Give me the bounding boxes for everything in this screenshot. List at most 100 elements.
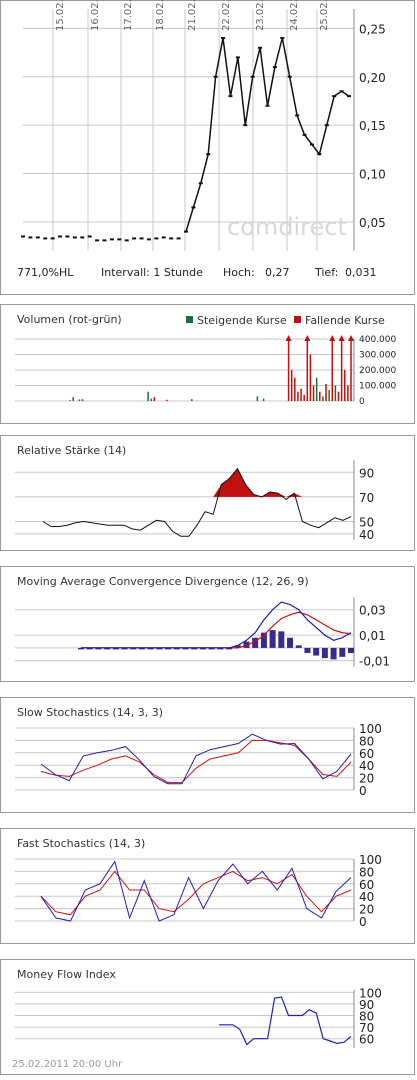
macd-signal-line <box>81 611 352 649</box>
y-tick-label: 300.000 <box>359 351 396 361</box>
macd-histogram-bar <box>86 647 93 650</box>
x-tick-label: 25.02. <box>319 0 330 31</box>
price-panel: 15.02. 16.02. 17.02. 18.02. 21.02. 22.02. 23.0… <box>0 0 415 295</box>
x-tick-label: 15.02. <box>55 0 66 31</box>
x-tick-label: 24.02. <box>289 0 300 31</box>
change-percent: 771,0%HL <box>17 266 74 279</box>
macd-histogram-bar <box>78 647 84 650</box>
fast-stoch-d-line <box>40 870 352 916</box>
macd-histogram-bar <box>138 647 145 650</box>
y-tick-label: 0,01 <box>359 629 386 643</box>
y-tick-label: 80 <box>359 734 374 748</box>
macd-histogram-bar <box>226 647 233 650</box>
x-tick-label: 17.02. <box>123 0 134 31</box>
macd-histogram-bar <box>287 637 294 648</box>
y-tick-label: 0,03 <box>359 604 386 618</box>
y-tick-label: 80 <box>359 865 374 879</box>
macd-line <box>81 601 352 649</box>
macd-histogram-bar <box>130 647 137 650</box>
y-tick-label: 0,15 <box>359 119 386 133</box>
macd-histogram-bar <box>217 647 224 650</box>
y-tick-label: 0 <box>359 915 367 929</box>
legend-falling-label: Fallende Kurse <box>305 314 385 327</box>
y-tick-label: 0 <box>359 784 367 798</box>
macd-chart: 0,03 0,01 -0,01 <box>15 597 390 669</box>
macd-histogram-bar <box>313 647 320 656</box>
macd-histogram-bar <box>191 647 198 650</box>
interval-label[interactable]: Intervall: 1 Stunde <box>101 266 203 279</box>
volume-chart: 400.000 300.000 200.000 100.000 0 <box>15 335 396 407</box>
y-tick-label: 40 <box>359 890 374 904</box>
rsi-title: Relative Stärke (14) <box>17 444 127 457</box>
macd-histogram-bar <box>330 647 337 660</box>
low-label: Tief: <box>315 266 339 279</box>
macd-histogram-bar <box>278 631 285 648</box>
timestamp: 25.02.2011 20:00 Uhr <box>12 1059 123 1070</box>
macd-histogram-bar <box>199 647 206 650</box>
legend-rising-swatch <box>186 316 193 323</box>
y-tick-label: 40 <box>359 759 374 773</box>
x-tick-label: 23.02. <box>255 0 266 31</box>
macd-histogram-bar <box>121 647 128 650</box>
macd-histogram-bar <box>147 647 154 650</box>
y-tick-label: 60 <box>359 878 374 892</box>
y-tick-label: 70 <box>359 1021 374 1035</box>
high-label: Hoch: <box>223 266 255 279</box>
slow-stoch-k-line <box>40 733 352 785</box>
volume-overflow-arrow <box>304 335 311 341</box>
legend-rising-label: Steigende Kurse <box>197 314 287 327</box>
y-tick-label: 100 <box>359 722 382 736</box>
y-tick-label: 0 <box>359 397 365 407</box>
y-tick-label: 80 <box>359 1010 374 1024</box>
y-tick-label: 20 <box>359 903 374 917</box>
y-tick-label: 20 <box>359 772 374 786</box>
x-tick-label: 21.02. <box>187 0 198 31</box>
y-tick-label: 100 <box>359 853 382 867</box>
volume-overflow-arrow <box>338 335 345 341</box>
macd-histogram-bar <box>156 647 163 650</box>
macd-panel: Moving Average Convergence Divergence (1… <box>0 566 415 682</box>
slow-stoch-d-line <box>40 739 352 784</box>
macd-histogram-bar <box>252 637 259 648</box>
y-tick-label: -0,01 <box>359 655 390 669</box>
y-tick-label: 60 <box>359 1033 374 1047</box>
x-tick-label: 22.02. <box>221 0 232 31</box>
y-tick-label: 200.000 <box>359 366 396 376</box>
macd-histogram-bar <box>295 645 302 648</box>
macd-title: Moving Average Convergence Divergence (1… <box>17 575 309 588</box>
rsi-line <box>42 467 352 537</box>
mfi-panel: Money Flow Index 100 90 80 70 60 <box>0 959 415 1075</box>
legend-falling: Fallende Kurse <box>294 314 385 327</box>
rsi-panel: Relative Stärke (14) 90 70 50 40 <box>0 435 415 551</box>
watermark: comdirect <box>227 213 347 241</box>
macd-histogram-bar <box>234 645 241 648</box>
y-tick-label: 100.000 <box>359 382 396 392</box>
macd-histogram-bar <box>173 647 180 650</box>
macd-histogram-bar <box>165 647 172 650</box>
macd-histogram-bar <box>339 647 346 657</box>
macd-histogram-bar <box>321 647 328 659</box>
rsi-overbought-area <box>43 468 351 497</box>
y-tick-label: 400.000 <box>359 335 396 345</box>
mfi-title: Money Flow Index <box>17 968 116 981</box>
fast-stoch-title: Fast Stochastics (14, 3) <box>17 837 146 850</box>
volume-overflow-arrow <box>285 335 292 341</box>
macd-histogram-bar <box>104 647 111 650</box>
volume-title: Volumen (rot-grün) <box>17 313 122 326</box>
y-tick-label: 50 <box>359 516 374 530</box>
macd-histogram-bar <box>243 641 250 648</box>
high-value: 0,27 <box>265 266 290 279</box>
macd-histogram-bar <box>182 647 189 650</box>
price-line <box>185 37 350 232</box>
slow-stoch-title: Slow Stochastics (14, 3, 3) <box>17 706 163 719</box>
y-tick-label: 90 <box>359 998 374 1012</box>
y-tick-label: 70 <box>359 491 374 505</box>
legend-rising: Steigende Kurse <box>186 314 287 327</box>
fast-stoch-k-line <box>40 860 352 922</box>
volume-overflow-arrow <box>348 335 354 341</box>
x-tick-label: 18.02. <box>155 0 166 31</box>
